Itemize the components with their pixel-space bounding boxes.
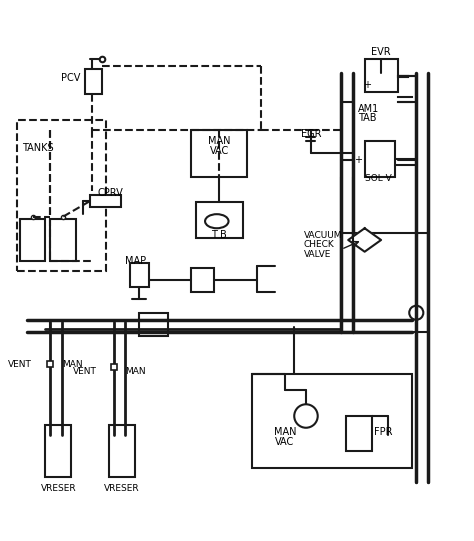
Bar — [19, 219, 46, 261]
Bar — [341, 233, 428, 332]
Bar — [50, 219, 76, 261]
Text: AM1: AM1 — [357, 103, 379, 114]
Bar — [85, 69, 102, 95]
Bar — [365, 60, 398, 92]
Text: VRESER: VRESER — [41, 484, 76, 493]
Bar — [191, 268, 214, 292]
Bar — [18, 120, 107, 270]
Bar — [46, 425, 71, 477]
Bar — [196, 202, 243, 237]
Bar — [130, 263, 149, 287]
Text: EVR: EVR — [371, 47, 391, 57]
Text: VENT: VENT — [8, 360, 31, 369]
Text: VENT: VENT — [73, 367, 97, 376]
Text: SOL V: SOL V — [365, 174, 392, 183]
Text: MAN: MAN — [125, 367, 146, 376]
Text: +: + — [354, 155, 362, 165]
Text: VAC: VAC — [275, 437, 294, 447]
Ellipse shape — [205, 214, 228, 228]
Text: T B: T B — [211, 230, 227, 240]
Text: VRESER: VRESER — [104, 484, 140, 493]
Bar — [90, 195, 120, 207]
Text: MAN: MAN — [208, 136, 230, 147]
Text: CPRV: CPRV — [97, 188, 123, 197]
Text: FPR: FPR — [374, 427, 392, 438]
Bar — [139, 313, 167, 336]
Text: TAB: TAB — [357, 113, 376, 123]
Text: VACUUM: VACUUM — [304, 231, 342, 240]
Text: MAN: MAN — [62, 360, 82, 369]
Text: CHECK: CHECK — [304, 240, 334, 249]
Bar — [252, 374, 411, 467]
Bar — [191, 130, 247, 176]
Text: VAC: VAC — [210, 146, 229, 156]
Text: +: + — [363, 80, 371, 90]
Text: VALVE: VALVE — [304, 249, 331, 259]
Text: TANKS: TANKS — [22, 143, 54, 154]
Text: MAN: MAN — [273, 427, 296, 438]
Bar — [346, 416, 372, 451]
Polygon shape — [348, 228, 381, 252]
Bar — [109, 425, 135, 477]
Text: MAP: MAP — [125, 256, 146, 266]
Bar — [365, 141, 395, 176]
Text: EGR: EGR — [301, 129, 322, 140]
Text: PCV: PCV — [61, 73, 81, 83]
